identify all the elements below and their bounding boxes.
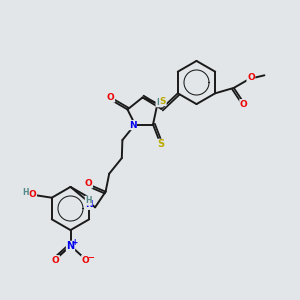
Text: O: O (107, 93, 115, 102)
Text: N: N (66, 241, 75, 251)
Text: H: H (85, 196, 92, 205)
Text: O: O (29, 190, 37, 199)
Text: O: O (52, 256, 59, 265)
Text: O: O (82, 256, 89, 265)
Text: −: − (87, 253, 94, 262)
Text: O: O (247, 73, 255, 82)
Text: H: H (22, 188, 29, 197)
Text: N: N (129, 121, 136, 130)
Text: S: S (160, 97, 166, 106)
Text: S: S (157, 139, 164, 149)
Text: +: + (72, 238, 78, 247)
Text: O: O (85, 179, 92, 188)
Text: O: O (240, 100, 248, 109)
Text: N: N (85, 200, 92, 209)
Text: H: H (156, 98, 163, 107)
